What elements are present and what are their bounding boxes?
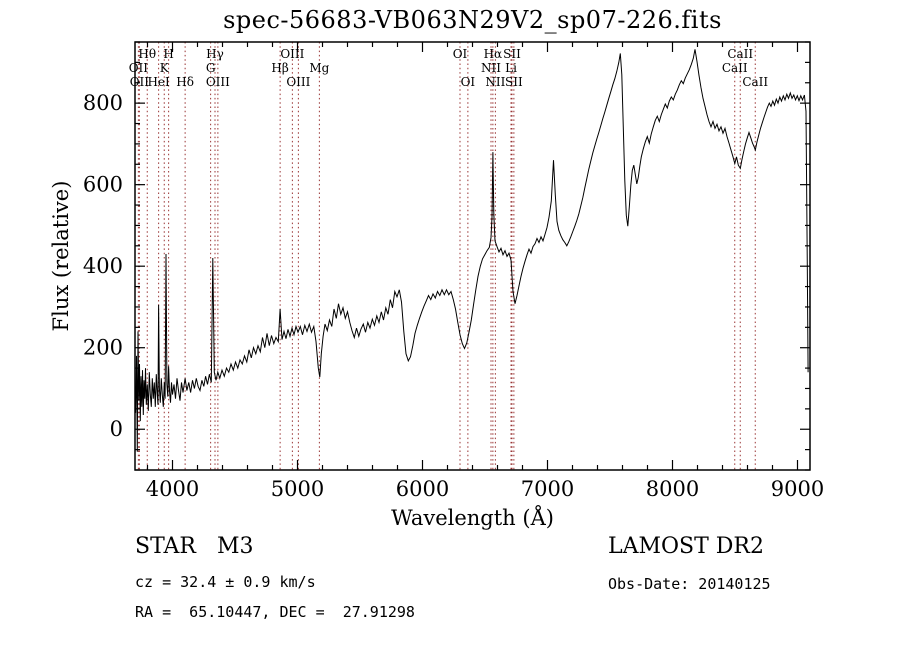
- svg-text:0: 0: [110, 417, 123, 441]
- svg-text:OII: OII: [130, 75, 150, 89]
- svg-text:OIII: OIII: [286, 75, 310, 89]
- svg-text:7000: 7000: [521, 477, 574, 501]
- svg-text:Wavelength (Å): Wavelength (Å): [391, 505, 554, 530]
- svg-text:OI: OI: [453, 47, 468, 61]
- svg-text:Flux (relative): Flux (relative): [49, 181, 73, 332]
- svg-text:SII: SII: [503, 47, 521, 61]
- svg-text:400: 400: [83, 254, 123, 278]
- svg-text:OI: OI: [461, 75, 476, 89]
- svg-text:8000: 8000: [646, 477, 699, 501]
- obs-date-value: Obs-Date: 20140125: [608, 575, 771, 593]
- svg-text:200: 200: [83, 336, 123, 360]
- svg-text:Mg: Mg: [309, 61, 329, 75]
- svg-text:800: 800: [83, 91, 123, 115]
- svg-text:H: H: [163, 47, 173, 61]
- svg-text:Hδ: Hδ: [176, 75, 194, 89]
- svg-text:HeI: HeI: [147, 75, 170, 89]
- cz-value: cz = 32.4 ± 0.9 km/s: [135, 573, 316, 591]
- object-class-label: STAR M3: [135, 534, 254, 559]
- svg-text:OIII: OIII: [280, 47, 304, 61]
- svg-text:CaII: CaII: [722, 61, 748, 75]
- svg-text:Hβ: Hβ: [271, 61, 288, 75]
- svg-text:CaII: CaII: [742, 75, 768, 89]
- svg-text:NII: NII: [481, 61, 501, 75]
- svg-text:OIII: OIII: [206, 75, 230, 89]
- survey-label: LAMOST DR2: [608, 534, 764, 559]
- svg-text:5000: 5000: [271, 477, 324, 501]
- svg-text:G: G: [206, 61, 216, 75]
- svg-text:6000: 6000: [396, 477, 449, 501]
- svg-text:Li: Li: [505, 61, 517, 75]
- plot-title: spec-56683-VB063N29V2_sp07-226.fits: [223, 6, 722, 34]
- svg-text:K: K: [160, 61, 170, 75]
- svg-text:Hγ: Hγ: [206, 47, 224, 61]
- svg-text:SII: SII: [505, 75, 523, 89]
- svg-text:Hα: Hα: [484, 47, 503, 61]
- svg-text:600: 600: [83, 173, 123, 197]
- svg-text:NII: NII: [485, 75, 505, 89]
- svg-text:9000: 9000: [771, 477, 824, 501]
- ra-dec-value: RA = 65.10447, DEC = 27.91298: [135, 603, 415, 621]
- svg-text:CaII: CaII: [727, 47, 753, 61]
- svg-text:4000: 4000: [146, 477, 199, 501]
- svg-text:Hθ: Hθ: [138, 47, 156, 61]
- svg-text:OII: OII: [129, 61, 149, 75]
